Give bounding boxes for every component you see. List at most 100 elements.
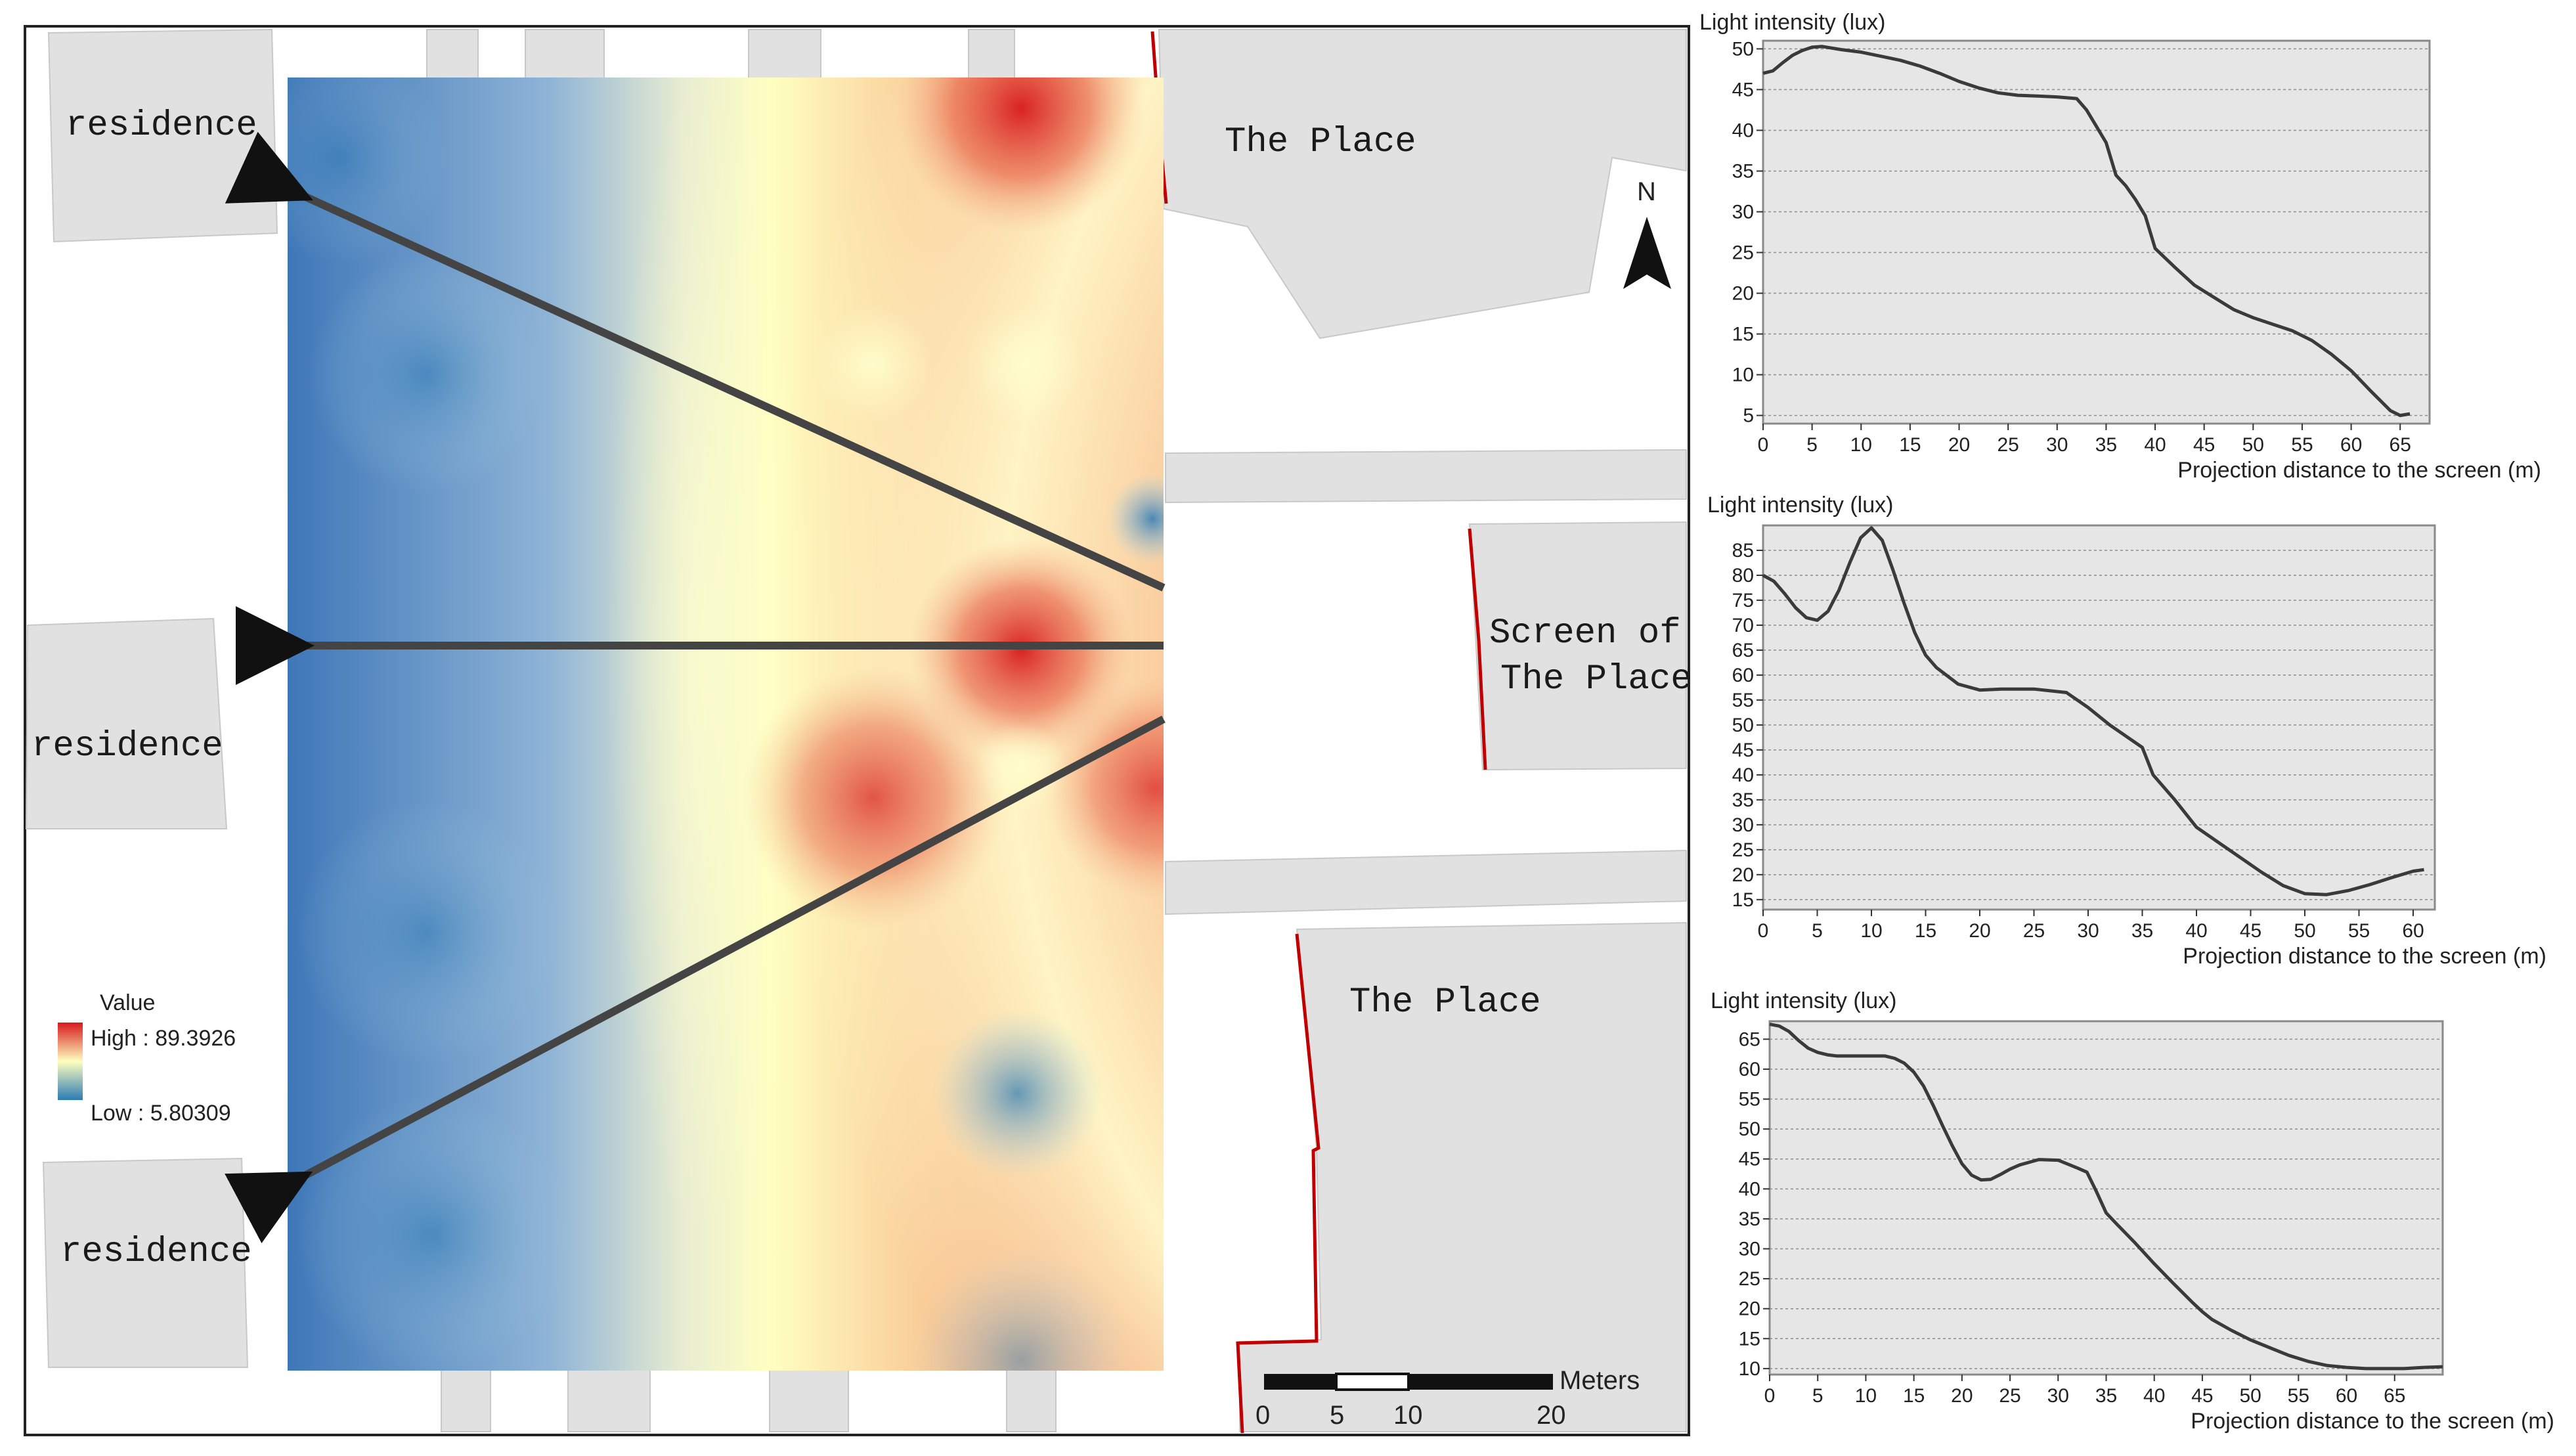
x-axis-label: Projection distance to the screen (m) bbox=[2177, 458, 2541, 483]
y-axis-label: Light intensity (lux) bbox=[1699, 10, 1885, 35]
tick-label-y: 70 bbox=[1732, 615, 1754, 636]
series-line bbox=[1762, 45, 2411, 418]
series-line bbox=[1762, 526, 2424, 896]
tick-label-x: 30 bbox=[2046, 434, 2068, 456]
building-screen bbox=[1468, 521, 1687, 771]
scale-seg-2 bbox=[1335, 1373, 1410, 1391]
hotspot-lower-left bbox=[742, 667, 1005, 929]
building-stub-bottom-4 bbox=[1006, 1369, 1057, 1432]
tick-label-x: 60 bbox=[2340, 434, 2362, 456]
transect-arrows bbox=[225, 131, 1166, 1244]
tick-label-y: 30 bbox=[1732, 201, 1754, 223]
coldspot-left-3 bbox=[295, 1097, 571, 1371]
legend-title: Value bbox=[100, 990, 155, 1015]
tick-label-x: 10 bbox=[1860, 920, 1882, 942]
tick-label-y: 25 bbox=[1739, 1268, 1760, 1290]
building-stub-bottom-2 bbox=[567, 1369, 651, 1432]
tick-label-y: 15 bbox=[1739, 1328, 1760, 1350]
lightspot-upper-1 bbox=[814, 305, 932, 424]
tick-label-y: 80 bbox=[1732, 565, 1754, 586]
tick-label-y: 55 bbox=[1732, 690, 1754, 711]
building-stub-bottom-3 bbox=[769, 1369, 849, 1432]
tick-label-y: 45 bbox=[1739, 1149, 1760, 1170]
scale-seg-1 bbox=[1264, 1374, 1336, 1390]
building-residence-mid bbox=[25, 617, 228, 829]
building-residence-top bbox=[47, 28, 278, 243]
tick-label-x: 30 bbox=[2047, 1385, 2069, 1407]
transect-arrow-top bbox=[225, 131, 1166, 592]
y-axis-label: Light intensity (lux) bbox=[1711, 988, 1896, 1013]
tick-label-y: 35 bbox=[1732, 160, 1754, 182]
tick-label-x: 10 bbox=[1850, 434, 1872, 456]
coldspot-left-2 bbox=[295, 801, 558, 1064]
hotspot-top bbox=[896, 77, 1146, 233]
north-arrow-icon bbox=[1623, 217, 1671, 289]
tick-label-x: 20 bbox=[1969, 920, 1990, 942]
map-labels: residence residence residence The Place … bbox=[32, 106, 1692, 1272]
label-screen-line1: Screen of bbox=[1489, 613, 1681, 653]
tick-label-x: 50 bbox=[2239, 1385, 2261, 1407]
building-stub-top-2 bbox=[525, 29, 605, 79]
tick-label-x: 40 bbox=[2185, 920, 2207, 942]
tick-label-y: 50 bbox=[1732, 715, 1754, 736]
tick-label-y: 10 bbox=[1739, 1358, 1760, 1380]
label-residence-top: residence bbox=[66, 106, 257, 146]
scale-seg-3 bbox=[1408, 1374, 1553, 1390]
value-legend: Value High : 89.3926 Low : 5.80309 bbox=[58, 990, 236, 1126]
tick-label-x: 50 bbox=[2294, 920, 2315, 942]
tick-label-y: 40 bbox=[1732, 764, 1754, 786]
coldspot-left-1 bbox=[309, 256, 545, 493]
tick-label-x: 25 bbox=[2023, 920, 2045, 942]
tick-label-x: 10 bbox=[1855, 1385, 1877, 1407]
building-stub-top-3 bbox=[748, 29, 821, 79]
light-intensity-raster bbox=[288, 77, 1164, 1371]
tick-label-y: 35 bbox=[1732, 789, 1754, 811]
label-screen-line2: The Place bbox=[1500, 659, 1692, 699]
screen-line-bottom bbox=[1236, 933, 1321, 1434]
road-strip-2 bbox=[1165, 849, 1687, 916]
scale-bar: Meters 0 5 10 20 bbox=[1255, 1366, 1640, 1430]
tick-label-x: 35 bbox=[2095, 1385, 2117, 1407]
tick-label-x: 55 bbox=[2348, 920, 2370, 942]
tick-label-x: 30 bbox=[2077, 920, 2099, 942]
tick-label-y: 15 bbox=[1732, 889, 1754, 911]
tick-label-y: 35 bbox=[1739, 1208, 1760, 1230]
tick-label-y: 60 bbox=[1739, 1059, 1760, 1080]
x-axis-label: Projection distance to the screen (m) bbox=[2191, 1409, 2554, 1434]
tick-label-x: 20 bbox=[1951, 1385, 1973, 1407]
raster-yellow-band bbox=[604, 77, 814, 1248]
tick-label-x: 0 bbox=[1764, 1385, 1776, 1407]
road-strip-1 bbox=[1165, 449, 1687, 504]
tick-label-y: 85 bbox=[1732, 540, 1754, 562]
tick-label-x: 15 bbox=[1915, 920, 1936, 942]
tick-label-x: 60 bbox=[2336, 1385, 2357, 1407]
map-panel: residence residence residence The Place … bbox=[24, 25, 1692, 1436]
tick-label-x: 15 bbox=[1903, 1385, 1925, 1407]
tick-label-y: 65 bbox=[1732, 640, 1754, 661]
coldspot-lower-middle bbox=[932, 1008, 1103, 1179]
coldspot-left-4 bbox=[288, 77, 447, 263]
tick-label-y: 50 bbox=[1739, 1118, 1760, 1140]
tick-label-x: 5 bbox=[1812, 920, 1823, 942]
plot-area bbox=[1768, 1020, 2444, 1376]
tick-label-x: 65 bbox=[2390, 434, 2411, 456]
tick-label-y: 20 bbox=[1732, 283, 1754, 305]
tick-label-x: 25 bbox=[1997, 434, 2019, 456]
tick-label-x: 45 bbox=[2240, 920, 2261, 942]
tick-label-x: 20 bbox=[1948, 434, 1970, 456]
tick-label-y: 5 bbox=[1743, 405, 1754, 427]
tick-label-x: 5 bbox=[1806, 434, 1818, 456]
building-stub-top-4 bbox=[968, 29, 1015, 79]
tick-label-x: 0 bbox=[1758, 434, 1769, 456]
tick-label-y: 55 bbox=[1739, 1089, 1760, 1111]
tick-label-x: 40 bbox=[2144, 434, 2166, 456]
north-arrow: N bbox=[1623, 177, 1671, 289]
north-label: N bbox=[1637, 177, 1656, 206]
chart-3: 10 15 20 25 30 35 40 45 50 55 60 65 0 5 10 15 20 25 30 35 40… bbox=[1711, 988, 2554, 1434]
tick-label-x: 35 bbox=[2131, 920, 2153, 942]
tick-label-x: 55 bbox=[2291, 434, 2313, 456]
label-place-top: The Place bbox=[1225, 122, 1416, 162]
tick-label-y: 60 bbox=[1732, 665, 1754, 686]
